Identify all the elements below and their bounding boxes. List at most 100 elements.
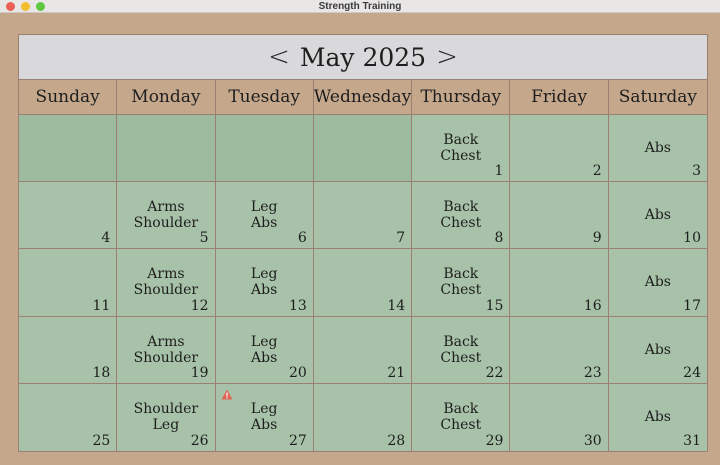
day-number: 30 [583, 432, 602, 449]
day-cell-31[interactable]: Abs 31 [608, 383, 707, 451]
weekday-header-sunday: Sunday [19, 80, 118, 115]
weekday-header-tuesday: Tuesday [215, 80, 314, 115]
day-number: 4 [101, 230, 111, 247]
workout-list: Leg Abs [216, 266, 313, 298]
workout-label: Chest [440, 282, 482, 299]
weekday-header-friday: Friday [510, 80, 609, 115]
workout-label: Leg [152, 416, 180, 433]
workout-label: Abs [251, 349, 278, 366]
day-cell-28[interactable]: 28 [313, 383, 413, 451]
calendar-grid: Sunday Monday Tuesday Wednesday Thursday Frid… [19, 80, 707, 451]
day-number: 7 [396, 230, 406, 247]
day-cell-15[interactable]: Back Chest 15 [412, 249, 511, 317]
day-cell-14[interactable]: 14 [313, 249, 413, 317]
day-cell-27[interactable]: Leg Abs 27 [215, 383, 314, 451]
day-cell-5[interactable]: Arms Shoulder 5 [117, 182, 216, 250]
day-number: 22 [485, 364, 504, 381]
close-window-button[interactable] [6, 2, 15, 11]
day-cell-18[interactable]: 18 [19, 316, 118, 384]
month-title: May 2025 [299, 42, 427, 72]
workout-label: Leg [250, 333, 278, 350]
workout-label: Arms [147, 333, 185, 350]
warning-triangle-icon [221, 389, 233, 400]
calendar: < May 2025 > Sunday Monday Tuesday Wednesda… [18, 34, 708, 452]
day-cell-19[interactable]: Arms Shoulder 19 [117, 316, 216, 384]
day-cell-22[interactable]: Back Chest 22 [412, 316, 511, 384]
day-number: 27 [288, 432, 307, 449]
prev-month-button[interactable]: < [268, 42, 290, 72]
weekday-header-wednesday: Wednesday [313, 80, 413, 115]
workout-label: Abs [251, 416, 278, 433]
day-number: 28 [387, 432, 406, 449]
day-cell-4[interactable]: 4 [19, 182, 118, 250]
day-number: 2 [592, 163, 602, 180]
day-number: 8 [494, 230, 504, 247]
day-cell-1[interactable]: Back Chest 1 [412, 115, 511, 183]
workout-list: Abs [609, 140, 707, 156]
workout-label: Leg [250, 199, 278, 216]
workout-label: Arms [147, 199, 185, 216]
day-number: 18 [92, 364, 111, 381]
day-cell-10[interactable]: Abs 10 [608, 182, 707, 250]
day-number: 5 [199, 230, 209, 247]
day-cell-2[interactable]: 2 [510, 115, 609, 183]
workout-list: Abs [609, 207, 707, 223]
workout-label: Abs [644, 207, 671, 224]
workout-label: Abs [644, 408, 671, 425]
day-cell-20[interactable]: Leg Abs 20 [215, 316, 314, 384]
day-cell-6[interactable]: Leg Abs 6 [215, 182, 314, 250]
day-cell-11[interactable]: 11 [19, 249, 118, 317]
day-number: 6 [297, 230, 307, 247]
workout-label: Abs [251, 282, 278, 299]
day-number: 3 [692, 163, 701, 180]
month-header: < May 2025 > [19, 35, 707, 80]
workout-label: Back [443, 333, 479, 350]
day-cell-23[interactable]: 23 [510, 316, 609, 384]
minimize-window-button[interactable] [21, 2, 30, 11]
next-month-button[interactable]: > [436, 42, 458, 72]
day-cell-16[interactable]: 16 [510, 249, 609, 317]
day-cell-26[interactable]: Shoulder Leg 26 [117, 383, 216, 451]
day-cell-3[interactable]: Abs 3 [608, 115, 707, 183]
workout-label: Chest [440, 215, 482, 232]
day-cell-8[interactable]: Back Chest 8 [412, 182, 511, 250]
workout-label: Back [443, 132, 479, 148]
day-cell-21[interactable]: 21 [313, 316, 413, 384]
workout-list: Arms Shoulder [117, 199, 214, 231]
weekday-header-saturday: Saturday [608, 80, 707, 115]
day-cell-25[interactable]: 25 [19, 383, 118, 451]
workout-list: Back Chest [412, 199, 509, 231]
day-cell-9[interactable]: 9 [510, 182, 609, 250]
workout-label: Shoulder [133, 400, 199, 417]
day-number: 19 [190, 364, 209, 381]
day-number: 23 [583, 364, 602, 381]
day-cell-24[interactable]: Abs 24 [608, 316, 707, 384]
day-number: 31 [683, 432, 701, 449]
workout-label: Abs [644, 341, 671, 358]
day-number: 21 [387, 364, 406, 381]
workout-list: Back Chest [412, 132, 509, 164]
day-cell-30[interactable]: 30 [510, 383, 609, 451]
day-cell-7[interactable]: 7 [313, 182, 413, 250]
day-number: 10 [683, 230, 701, 247]
workout-list: Arms Shoulder [117, 266, 214, 298]
day-number: 16 [583, 297, 602, 314]
day-number: 15 [485, 297, 504, 314]
workout-label: Abs [644, 140, 671, 156]
day-cell-12[interactable]: Arms Shoulder 12 [117, 249, 216, 317]
workout-label: Shoulder [133, 282, 199, 299]
day-number: 14 [387, 297, 406, 314]
workout-list: Back Chest [412, 401, 509, 433]
day-cell-29[interactable]: Back Chest 29 [412, 383, 511, 451]
window-title: Strength Training [318, 1, 402, 12]
day-cell-17[interactable]: Abs 17 [608, 249, 707, 317]
empty-day-cell [215, 115, 314, 183]
day-cell-13[interactable]: Leg Abs 13 [215, 249, 314, 317]
workout-label: Leg [250, 266, 278, 283]
day-number: 24 [683, 364, 701, 381]
day-number: 9 [592, 230, 602, 247]
workout-label: Back [443, 400, 479, 417]
day-number: 26 [190, 432, 209, 449]
maximize-window-button[interactable] [36, 2, 45, 11]
title-bar: Strength Training [0, 0, 720, 13]
